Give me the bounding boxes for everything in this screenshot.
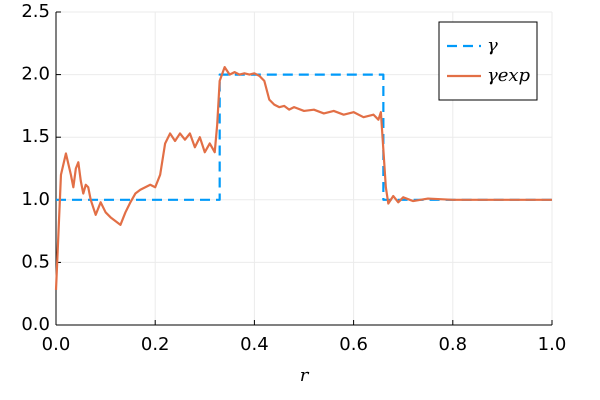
y-tick-label: 2.5 [21, 1, 50, 22]
x-tick-label: 1.0 [538, 334, 567, 355]
x-tick-label: 0.2 [141, 334, 170, 355]
x-tick-label: 0.6 [339, 334, 368, 355]
legend-box [438, 21, 538, 101]
legend-label: γ [487, 35, 498, 56]
y-tick-label: 0.0 [21, 314, 50, 335]
x-tick-label: 0.8 [438, 334, 467, 355]
series-line [56, 73, 552, 201]
y-tick-label: 1.5 [21, 126, 50, 147]
y-tick-label: 2.0 [21, 64, 50, 85]
series-line [54, 65, 552, 290]
x-tick-label: 0.4 [240, 334, 269, 355]
legend: γ γexp [438, 21, 538, 101]
y-tick-label: 0.5 [21, 251, 50, 272]
x-tick-label: 0.0 [42, 334, 71, 355]
x-axis-label: r [300, 365, 310, 386]
y-tick-label: 1.0 [21, 189, 50, 210]
legend-label: γexp [487, 65, 531, 86]
